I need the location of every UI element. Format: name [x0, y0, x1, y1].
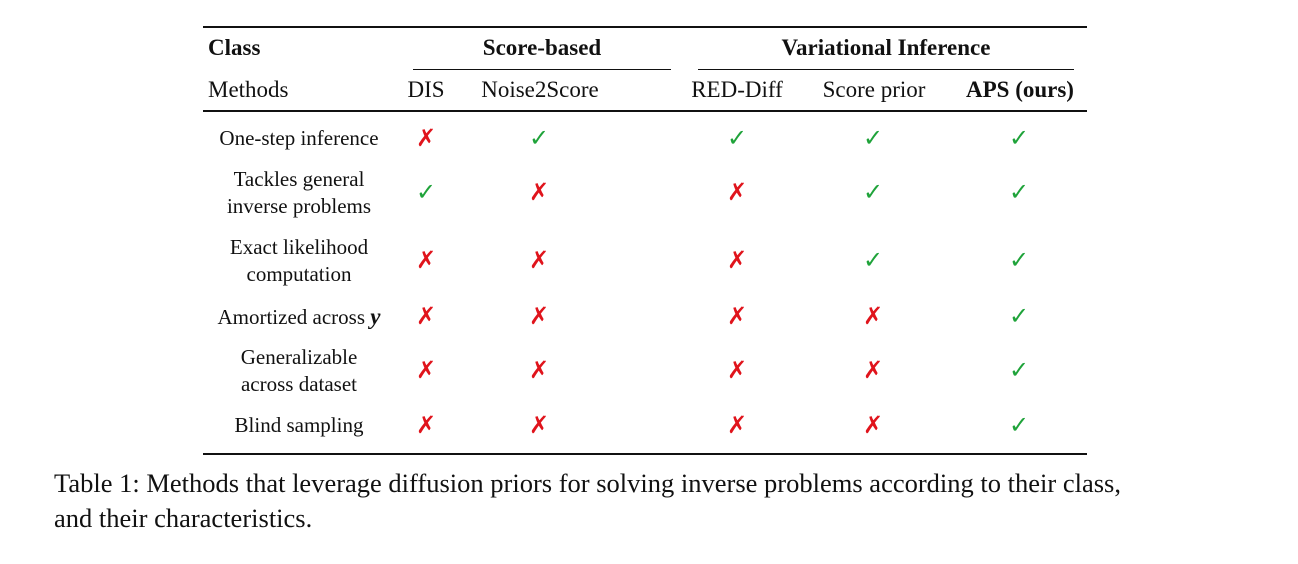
feature-amortized-across-y: Amortized across y	[199, 303, 399, 331]
check-icon-dis: ✓	[415, 178, 437, 206]
feature-exact-likelihood-computation: Exact likelihood computation	[199, 234, 399, 288]
method-header-dis: DIS	[407, 77, 445, 102]
method-header-red-diff: RED-Diff	[691, 77, 783, 102]
caption-line-2: and their characteristics.	[54, 503, 313, 533]
cross-icon-score-prior: ✗	[862, 302, 884, 330]
cross-icon-dis: ✗	[415, 124, 437, 152]
feature-one-step-inference: One-step inference	[199, 125, 399, 152]
check-icon-red-diff: ✓	[726, 124, 748, 152]
table-caption: Table 1: Methods that leverage diffusion…	[54, 466, 1254, 536]
feature-line: inverse problems	[226, 194, 372, 218]
cross-icon-dis: ✗	[415, 356, 437, 384]
method-header-aps: APS (ours)	[966, 77, 1074, 102]
cross-icon-red-diff: ✗	[726, 178, 748, 206]
feature-generalizable-across-dataset: Generalizable across dataset	[199, 344, 399, 398]
cross-icon-red-diff: ✗	[726, 356, 748, 384]
cross-icon-red-diff: ✗	[726, 302, 748, 330]
bottom-rule	[203, 453, 1087, 455]
methods-header: Methods	[208, 77, 289, 102]
feature-symbol-y: y	[370, 304, 381, 329]
caption-line-1: Table 1: Methods that leverage diffusion…	[54, 468, 1121, 498]
feature-blind-sampling: Blind sampling	[199, 412, 399, 439]
feature-line: Tackles general	[233, 167, 365, 191]
check-icon-noise2score: ✓	[528, 124, 550, 152]
cross-icon-noise2score: ✗	[528, 246, 550, 274]
check-icon-aps: ✓	[1008, 124, 1030, 152]
check-icon-aps: ✓	[1008, 178, 1030, 206]
feature-line: computation	[246, 262, 352, 286]
cross-icon-dis: ✗	[415, 302, 437, 330]
variational-group-rule	[698, 69, 1074, 70]
cross-icon-dis: ✗	[415, 246, 437, 274]
check-icon-aps: ✓	[1008, 246, 1030, 274]
score-based-group-rule	[413, 69, 671, 70]
feature-line: across dataset	[240, 372, 358, 396]
top-rule	[203, 26, 1087, 28]
cross-icon-noise2score: ✗	[528, 178, 550, 206]
feature-tackles-general-inverse-problems: Tackles general inverse problems	[199, 166, 399, 220]
group-header-score-based: Score-based	[482, 35, 602, 60]
feature-line: Exact likelihood	[229, 235, 369, 259]
cross-icon-noise2score: ✗	[528, 411, 550, 439]
cross-icon-noise2score: ✗	[528, 356, 550, 384]
feature-line: Generalizable	[240, 345, 358, 369]
feature-line: Amortized across	[217, 305, 366, 329]
cross-icon-red-diff: ✗	[726, 246, 748, 274]
cross-icon-dis: ✗	[415, 411, 437, 439]
cross-icon-score-prior: ✗	[862, 411, 884, 439]
feature-line: One-step inference	[219, 126, 379, 150]
cross-icon-red-diff: ✗	[726, 411, 748, 439]
cross-icon-score-prior: ✗	[862, 356, 884, 384]
check-icon-aps: ✓	[1008, 356, 1030, 384]
class-header: Class	[208, 35, 261, 60]
check-icon-score-prior: ✓	[862, 124, 884, 152]
feature-line: Blind sampling	[234, 413, 364, 437]
check-icon-score-prior: ✓	[862, 178, 884, 206]
group-header-variational-inference: Variational Inference	[781, 35, 991, 60]
header-bottom-rule	[203, 110, 1087, 112]
check-icon-aps: ✓	[1008, 411, 1030, 439]
method-header-noise2score: Noise2Score	[481, 77, 599, 102]
check-icon-aps: ✓	[1008, 302, 1030, 330]
check-icon-score-prior: ✓	[862, 246, 884, 274]
cross-icon-noise2score: ✗	[528, 302, 550, 330]
method-header-score-prior: Score prior	[822, 77, 926, 102]
